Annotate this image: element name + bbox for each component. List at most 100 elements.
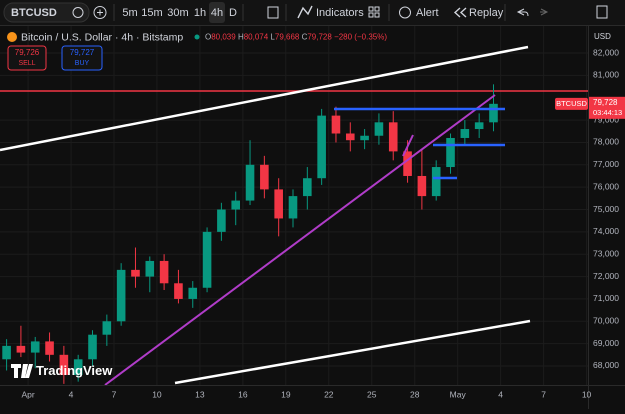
change: −280 (−0.35%) (334, 33, 387, 42)
replay-button[interactable]: Replay (469, 7, 504, 19)
y-tick-label: 81,000 (593, 70, 619, 80)
candle-body (116, 269, 126, 322)
last-price-tag (589, 96, 625, 119)
y-tick-label: 82,000 (593, 47, 619, 57)
x-tick-label: Apr (21, 389, 34, 399)
candle-body (388, 122, 398, 152)
interval-button[interactable]: 4h (211, 7, 223, 19)
sell-price[interactable]: 79,726 (15, 48, 40, 57)
y-tick-label: 79,000 (593, 114, 619, 124)
price-axis[interactable] (588, 26, 625, 409)
x-tick-label: 4 (69, 389, 74, 399)
candle-body (2, 345, 11, 360)
series-title: Bitcoin / U.S. Dollar · 4h · Bitstamp (21, 31, 183, 43)
symbol-icon (72, 7, 84, 18)
countdown: 03:44:13 (593, 108, 622, 117)
symbol-price-tag (555, 97, 588, 110)
candle-body (102, 321, 112, 335)
candle-body (331, 115, 341, 134)
alert-icon[interactable] (399, 6, 411, 19)
candle-body (202, 231, 212, 288)
y-tick-label: 68,000 (593, 360, 619, 370)
axes: 82,000 81,000 79,000 78,000 77,000 76,000 75,0… (21, 47, 625, 399)
layout-icon (368, 12, 374, 18)
replay-icon[interactable] (453, 7, 467, 18)
sell-button[interactable] (7, 45, 47, 71)
buy-button[interactable] (61, 45, 103, 71)
x-tick-label: 19 (281, 389, 291, 399)
market-status (194, 34, 200, 40)
sell-label[interactable]: SELL (18, 60, 35, 67)
symbol[interactable]: BTCUSD (11, 7, 57, 19)
candle-body (474, 122, 484, 130)
redo-button[interactable] (540, 8, 549, 16)
candle-body (30, 341, 40, 353)
indicators-icon[interactable] (297, 5, 313, 19)
symbol-price-tag-label: BTCUSD (556, 99, 587, 108)
chart-type-button[interactable] (267, 6, 279, 19)
candle-body (59, 354, 69, 375)
x-tick-label: 7 (541, 389, 546, 399)
watermark: TradingView (36, 363, 113, 378)
indicators-button[interactable]: Indicators (316, 7, 364, 19)
x-tick-label: 28 (410, 389, 420, 399)
y-tick-label: 75,000 (593, 204, 619, 214)
undo-button[interactable] (516, 8, 529, 17)
candle-body (360, 135, 369, 141)
grid (0, 26, 588, 385)
ohlc-value: 80,074 (244, 33, 269, 42)
layout-icon (374, 12, 380, 18)
alert-button[interactable]: Alert (416, 7, 439, 19)
x-tick-label: 7 (112, 389, 117, 399)
candle-body (145, 260, 155, 277)
x-tick-label: 25 (367, 389, 377, 399)
x-tick-label: May (450, 389, 467, 399)
ohlc-label: H (238, 33, 244, 42)
buy-price[interactable]: 79,727 (70, 48, 95, 57)
trend-line-drawing[interactable] (402, 134, 414, 157)
symbol-logo (7, 32, 17, 42)
y-tick-label: 73,000 (593, 248, 619, 258)
interval-button[interactable]: 30m (167, 7, 188, 19)
candle-body (174, 283, 183, 299)
candle-body (217, 209, 226, 232)
ohlc-value: 79,728 (307, 33, 332, 42)
currency-label[interactable]: USD (594, 32, 611, 41)
trend-line-drawing[interactable] (104, 94, 496, 386)
ohlc-legend: O80,039 H80,074 L79,668 C79,728 −280 (−0… (205, 33, 387, 42)
candle-body (274, 189, 283, 219)
y-tick-label: 70,000 (593, 316, 619, 326)
buy-label[interactable]: BUY (75, 60, 90, 67)
candle-body (231, 200, 241, 210)
trend-line-drawing[interactable] (0, 45, 529, 152)
y-tick-label: 71,000 (593, 293, 619, 303)
candle-body (460, 129, 470, 138)
x-tick-label: 16 (238, 389, 248, 399)
candle-body (188, 287, 198, 299)
compare-button[interactable] (93, 6, 107, 19)
y-tick-label: 72,000 (593, 271, 619, 281)
trend-line-drawing[interactable] (174, 319, 531, 385)
interval-button[interactable]: D (229, 7, 237, 19)
candle-body (317, 115, 326, 179)
layout-icon[interactable] (368, 6, 374, 12)
interval-button[interactable]: 1h (194, 7, 206, 19)
y-tick-label: 74,000 (593, 226, 619, 236)
interval-button[interactable]: 5m (122, 7, 137, 19)
x-tick-label: 10 (152, 389, 162, 399)
candle-body (446, 137, 455, 168)
candle-body (374, 122, 384, 136)
candle-body (431, 167, 441, 197)
y-tick-label: 76,000 (593, 181, 619, 191)
ohlc-label: O (205, 33, 211, 42)
symbol-search[interactable] (3, 2, 90, 23)
candle-body (303, 178, 312, 197)
plot (2, 84, 498, 384)
y-tick-label: 69,000 (593, 338, 619, 348)
active-interval-bg (209, 2, 225, 23)
menu-button[interactable] (596, 5, 608, 19)
watermark-logo (11, 364, 33, 378)
interval-button[interactable]: 15m (141, 7, 162, 19)
candle-body (345, 133, 355, 141)
last-price-label: 79,728 (593, 98, 618, 107)
